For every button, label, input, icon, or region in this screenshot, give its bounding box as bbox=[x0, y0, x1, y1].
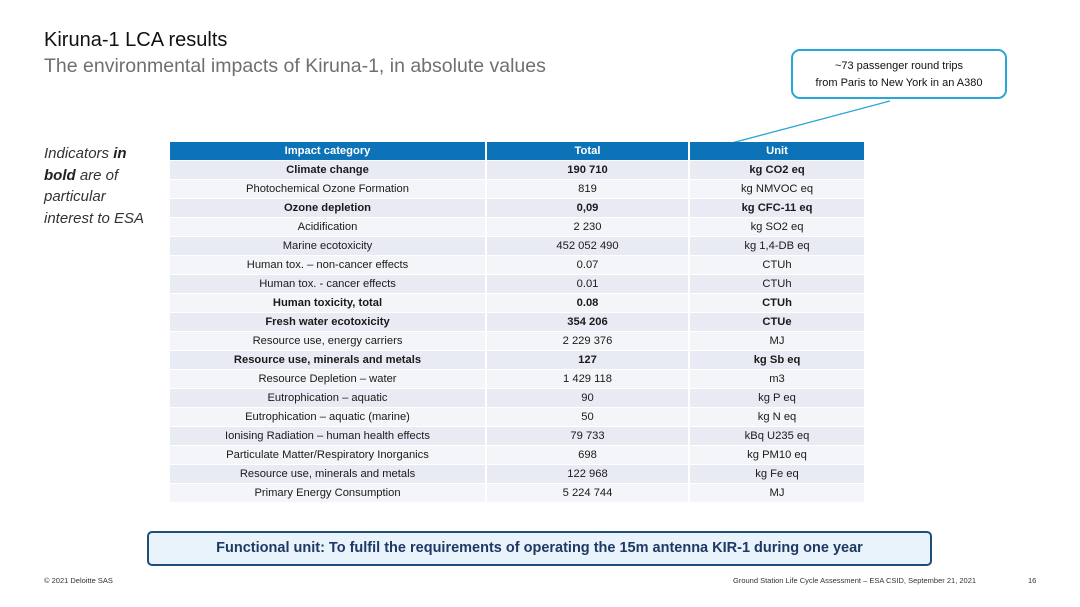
cell-total: 5 224 744 bbox=[486, 483, 690, 502]
cell-unit: CTUh bbox=[689, 274, 864, 294]
table-body: Climate change 190 710 kg CO2 eq Photochemi… bbox=[170, 160, 864, 502]
cell-total: 122 968 bbox=[486, 464, 690, 484]
cell-total: 79 733 bbox=[486, 426, 690, 446]
cell-unit: kg 1,4-DB eq bbox=[689, 236, 864, 256]
cell-total: 698 bbox=[486, 445, 690, 465]
table-row: Resource use, minerals and metals 127 kg S… bbox=[170, 350, 864, 370]
comparison-callout: ~73 passenger round trips from Paris to … bbox=[791, 49, 1007, 99]
table-row: Primary Energy Consumption 5 224 744 MJ bbox=[170, 483, 864, 502]
footer-event: Ground Station Life Cycle Assessment – E… bbox=[733, 576, 977, 585]
table-row: Ionising Radiation – human health effect… bbox=[170, 426, 864, 446]
table-header-row: Impact category Total Unit bbox=[170, 142, 864, 161]
table-row: Acidification 2 230 kg SO2 eq bbox=[170, 217, 864, 237]
cell-category: Resource use, minerals and metals bbox=[170, 464, 487, 484]
cell-category: Primary Energy Consumption bbox=[170, 483, 487, 502]
cell-total: 127 bbox=[486, 350, 690, 370]
cell-unit: kg Sb eq bbox=[689, 350, 864, 370]
table-row: Resource use, energy carriers 2 229 376 MJ bbox=[170, 331, 864, 351]
cell-unit: kg CFC-11 eq bbox=[689, 198, 864, 218]
cell-total: 0.07 bbox=[486, 255, 690, 275]
cell-total: 0.08 bbox=[486, 293, 690, 313]
cell-unit: kg Fe eq bbox=[689, 464, 864, 484]
cell-unit: kg PM10 eq bbox=[689, 445, 864, 465]
page-number: 16 bbox=[1028, 576, 1037, 585]
cell-unit: MJ bbox=[689, 483, 864, 502]
cell-category: Ionising Radiation – human health effect… bbox=[170, 426, 487, 446]
cell-total: 2 229 376 bbox=[486, 331, 690, 351]
cell-unit: kBq U235 eq bbox=[689, 426, 864, 446]
table-row: Ozone depletion 0,09 kg CFC-11 eq bbox=[170, 198, 864, 218]
cell-total: 0.01 bbox=[486, 274, 690, 294]
side-note-bold: in bold bbox=[44, 145, 127, 184]
cell-unit: CTUh bbox=[689, 293, 864, 313]
footer-copyright: © 2021 Deloitte SAS bbox=[44, 576, 113, 585]
cell-total: 2 230 bbox=[486, 217, 690, 237]
cell-total: 90 bbox=[486, 388, 690, 408]
column-header-category: Impact category bbox=[170, 142, 487, 161]
table-row: Human toxicity, total 0.08 CTUh bbox=[170, 293, 864, 313]
cell-category: Climate change bbox=[170, 160, 487, 180]
cell-category: Photochemical Ozone Formation bbox=[170, 179, 487, 199]
cell-category: Resource Depletion – water bbox=[170, 369, 487, 389]
table-row: Fresh water ecotoxicity 354 206 CTUe bbox=[170, 312, 864, 332]
cell-unit: CTUh bbox=[689, 255, 864, 275]
slide-subtitle: The environmental impacts of Kiruna-1, i… bbox=[44, 55, 546, 77]
cell-total: 1 429 118 bbox=[486, 369, 690, 389]
table-row: Resource use, minerals and metals 122 968… bbox=[170, 464, 864, 484]
cell-category: Resource use, energy carriers bbox=[170, 331, 487, 351]
cell-category: Marine ecotoxicity bbox=[170, 236, 487, 256]
callout-line-2: from Paris to New York in an A380 bbox=[815, 77, 983, 89]
functional-unit-box: Functional unit: To fulfil the requireme… bbox=[147, 531, 932, 566]
cell-total: 819 bbox=[486, 179, 690, 199]
column-header-unit: Unit bbox=[689, 142, 864, 161]
cell-category: Human tox. - cancer effects bbox=[170, 274, 487, 294]
cell-category: Acidification bbox=[170, 217, 487, 237]
impact-table: Impact category Total Unit Climate chang… bbox=[170, 142, 864, 502]
cell-unit: m3 bbox=[689, 369, 864, 389]
cell-category: Particulate Matter/Respiratory Inorganic… bbox=[170, 445, 487, 465]
cell-category: Human toxicity, total bbox=[170, 293, 487, 313]
table-row: Resource Depletion – water 1 429 118 m3 bbox=[170, 369, 864, 389]
cell-total: 354 206 bbox=[486, 312, 690, 332]
cell-category: Resource use, minerals and metals bbox=[170, 350, 487, 370]
cell-unit: kg SO2 eq bbox=[689, 217, 864, 237]
cell-total: 190 710 bbox=[486, 160, 690, 180]
callout-line-1: ~73 passenger round trips bbox=[834, 60, 964, 72]
table-row: Human tox. – non-cancer effects 0.07 CTUh bbox=[170, 255, 864, 275]
cell-category: Eutrophication – aquatic (marine) bbox=[170, 407, 487, 427]
table-row: Eutrophication – aquatic 90 kg P eq bbox=[170, 388, 864, 408]
cell-unit: CTUe bbox=[689, 312, 864, 332]
cell-category: Ozone depletion bbox=[170, 198, 487, 218]
cell-unit: MJ bbox=[689, 331, 864, 351]
side-note: Indicators in bold are of particular int… bbox=[44, 143, 154, 229]
table-row: Climate change 190 710 kg CO2 eq bbox=[170, 160, 864, 180]
cell-category: Eutrophication – aquatic bbox=[170, 388, 487, 408]
cell-total: 0,09 bbox=[486, 198, 690, 218]
cell-unit: kg N eq bbox=[689, 407, 864, 427]
cell-category: Fresh water ecotoxicity bbox=[170, 312, 487, 332]
cell-category: Human tox. – non-cancer effects bbox=[170, 255, 487, 275]
side-note-text-1: Indicators bbox=[44, 145, 114, 162]
table-row: Eutrophication – aquatic (marine) 50 kg N … bbox=[170, 407, 864, 427]
table-row: Human tox. - cancer effects 0.01 CTUh bbox=[170, 274, 864, 294]
table-row: Particulate Matter/Respiratory Inorganic… bbox=[170, 445, 864, 465]
table-row: Marine ecotoxicity 452 052 490 kg 1,4-DB e… bbox=[170, 236, 864, 256]
cell-total: 452 052 490 bbox=[486, 236, 690, 256]
cell-unit: kg P eq bbox=[689, 388, 864, 408]
cell-unit: kg CO2 eq bbox=[689, 160, 864, 180]
column-header-total: Total bbox=[486, 142, 690, 161]
cell-unit: kg NMVOC eq bbox=[689, 179, 864, 199]
table-row: Photochemical Ozone Formation 819 kg NMVOC… bbox=[170, 179, 864, 199]
slide-title: Kiruna-1 LCA results bbox=[44, 29, 228, 51]
cell-total: 50 bbox=[486, 407, 690, 427]
side-note-text-2: are of particular interest to ESA bbox=[44, 166, 145, 227]
